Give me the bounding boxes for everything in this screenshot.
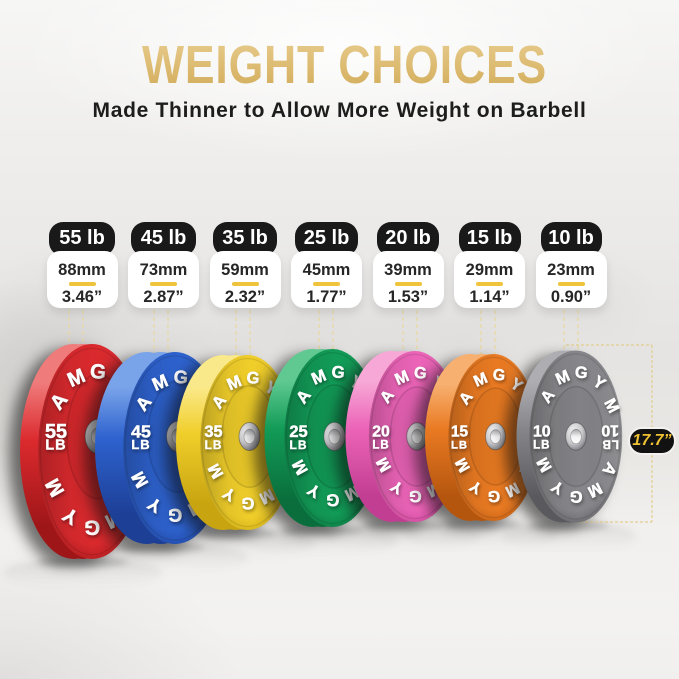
svg-text:G: G: [168, 505, 183, 526]
svg-text:G: G: [89, 361, 107, 384]
svg-text:10: 10: [601, 421, 619, 438]
svg-text:G: G: [409, 487, 422, 506]
svg-text:LB: LB: [131, 437, 150, 452]
svg-text:G: G: [246, 368, 261, 388]
svg-text:G: G: [492, 367, 506, 385]
svg-text:45: 45: [131, 421, 151, 441]
svg-text:G: G: [487, 487, 500, 505]
svg-text:LB: LB: [451, 440, 468, 452]
svg-text:G: G: [569, 487, 582, 506]
svg-text:M: M: [471, 370, 490, 391]
svg-text:G: G: [84, 515, 101, 538]
svg-text:35: 35: [204, 423, 222, 441]
svg-text:G: G: [241, 494, 255, 514]
svg-text:25: 25: [289, 423, 307, 441]
svg-text:LB: LB: [290, 438, 308, 452]
svg-text:55: 55: [45, 421, 67, 443]
svg-text:20: 20: [372, 424, 390, 441]
svg-text:G: G: [413, 364, 427, 383]
svg-text:15: 15: [451, 424, 469, 441]
svg-text:10: 10: [533, 424, 551, 441]
svg-text:LB: LB: [601, 437, 618, 450]
svg-text:G: G: [326, 490, 340, 510]
svg-text:LB: LB: [533, 439, 550, 452]
svg-text:G: G: [331, 362, 346, 382]
svg-text:LB: LB: [205, 438, 223, 452]
svg-text:LB: LB: [45, 438, 66, 454]
svg-text:LB: LB: [372, 440, 389, 452]
svg-text:G: G: [173, 367, 189, 388]
svg-text:G: G: [574, 363, 588, 382]
